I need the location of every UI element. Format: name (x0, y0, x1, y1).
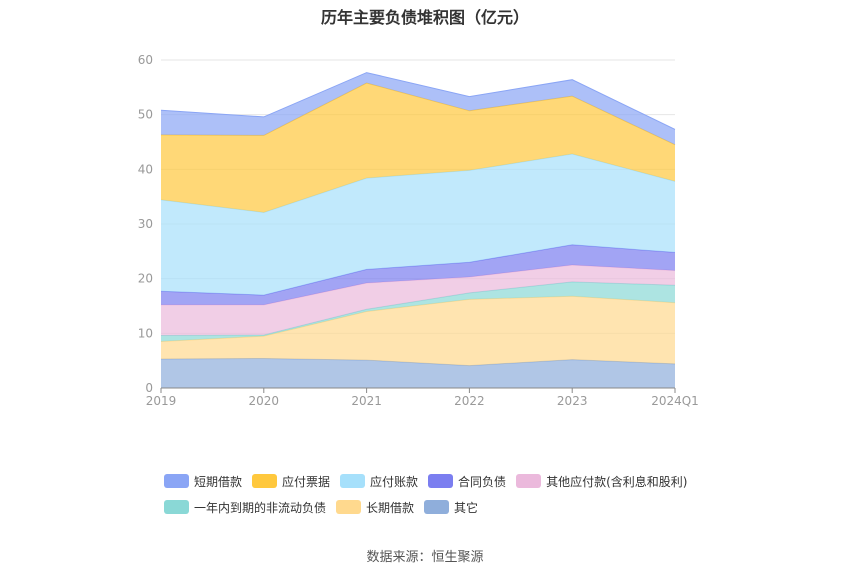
x-tick-label: 2020 (249, 394, 280, 408)
series-line (160, 281, 676, 336)
series-area (161, 358, 675, 388)
legend-item[interactable]: 短期借款 (164, 472, 242, 490)
series-area (161, 265, 675, 336)
legend-label: 一年内到期的非流动负债 (194, 500, 327, 515)
x-tick-label: 2022 (454, 394, 485, 408)
legend-label: 其它 (454, 500, 479, 515)
series-area (161, 154, 675, 296)
x-tick-label: 2024Q1 (651, 394, 699, 408)
legend-swatch (340, 474, 366, 488)
y-tick-label: 50 (138, 108, 153, 122)
legend-label: 其他应付款(含利息和股利) (546, 474, 688, 489)
legend-label: 应付票据 (282, 474, 331, 489)
y-tick-label: 40 (138, 162, 153, 176)
y-tick-label: 10 (138, 326, 153, 340)
data-source: 数据来源：恒生聚源 (366, 550, 484, 565)
legend-item[interactable]: 长期借款 (336, 498, 414, 516)
y-tick-label: 60 (138, 53, 153, 67)
legend-swatch (164, 474, 189, 488)
x-tick-label: 2023 (557, 394, 588, 408)
legend-item[interactable]: 合同负债 (428, 472, 506, 490)
chart-legend: 短期借款 应付票据 应付账款 合同负债 其他应付款(含利息和股利) 一年内到期的非流动负债… (164, 472, 724, 524)
series-area (161, 244, 675, 305)
legend-swatch (252, 474, 278, 488)
y-tick-label: 30 (138, 217, 153, 231)
legend-row: 短期借款 应付票据 应付账款 合同负债 其他应付款(含利息和股利) (164, 472, 724, 498)
legend-item[interactable]: 其它 (424, 498, 478, 516)
legend-swatch (424, 500, 450, 514)
chart-title: 历年主要负债堆积图（亿元） (320, 8, 529, 27)
legend-label: 长期借款 (366, 500, 415, 515)
x-tick-label: 2019 (146, 394, 177, 408)
legend-label: 短期借款 (194, 474, 243, 489)
series-area (161, 296, 675, 366)
legend-label: 合同负债 (458, 474, 507, 489)
legend-item[interactable]: 一年内到期的非流动负债 (164, 498, 326, 516)
x-tick-label: 2021 (351, 394, 382, 408)
legend-row: 一年内到期的非流动负债 长期借款 其它 (164, 498, 724, 524)
legend-swatch (336, 500, 362, 514)
legend-item[interactable]: 应付票据 (252, 472, 330, 490)
y-tick-label: 0 (145, 381, 153, 395)
legend-swatch (164, 500, 189, 514)
legend-item[interactable]: 其他应付款(含利息和股利) (516, 472, 687, 490)
legend-label: 应付账款 (370, 474, 419, 489)
y-tick-label: 20 (138, 272, 153, 286)
legend-item[interactable]: 应付账款 (340, 472, 418, 490)
series-area (161, 72, 675, 145)
series-area (161, 83, 675, 213)
legend-swatch (428, 474, 454, 488)
legend-swatch (516, 474, 542, 488)
series-line (160, 72, 676, 130)
series-area (161, 281, 675, 342)
